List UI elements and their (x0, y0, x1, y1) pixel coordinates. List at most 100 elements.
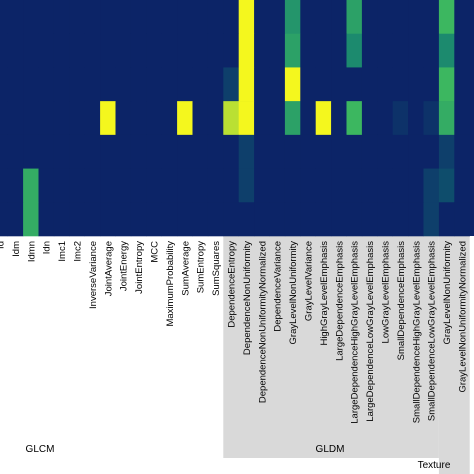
heatmap-cell (392, 202, 409, 237)
heatmap-cell (392, 67, 409, 102)
heatmap-cell (331, 67, 347, 102)
heatmap-cell (84, 202, 101, 237)
heatmap-cell (223, 134, 239, 169)
heatmap-cell (454, 134, 470, 169)
heatmap-cell (223, 202, 239, 237)
heatmap-cell (315, 67, 332, 102)
heatmap-cell (408, 134, 424, 169)
group-label-texture: Texture (418, 460, 451, 471)
heatmap-cell (392, 33, 409, 68)
heatmap-cell (207, 101, 224, 136)
heatmap-cell (23, 168, 39, 203)
heatmap-cell (146, 67, 162, 102)
heatmap-cell (423, 168, 440, 203)
heatmap-cell (192, 202, 209, 237)
heatmap-cell (454, 33, 470, 68)
column-tick-labels: Id Idm Idmn Idn Imc1 Imc2 InverseVariance Joint… (0, 241, 469, 424)
group-labels: GLCM GLDM Texture (26, 444, 451, 471)
column-tick-label: GrayLevelNonUniformityNormalized (458, 241, 469, 393)
heatmap-cell (300, 202, 316, 237)
heatmap-cell (207, 33, 224, 68)
heatmap-cell (23, 101, 39, 136)
heatmap-cell (38, 0, 55, 35)
heatmap-cell (146, 0, 162, 35)
heatmap-cell (130, 0, 147, 35)
heatmap-cell (7, 33, 24, 68)
heatmap-cell (53, 0, 70, 35)
heatmap-cell (84, 168, 101, 203)
heatmap-cell (269, 67, 286, 102)
heatmap-cell (69, 134, 85, 169)
column-tick-label: GrayLevelNonUniformity (288, 241, 299, 345)
heatmap-cell (377, 101, 393, 136)
heatmap-cell (438, 33, 455, 68)
heatmap-cell (408, 67, 424, 102)
heatmap-cell (192, 168, 209, 203)
heatmap-cell (69, 101, 85, 136)
heatmap-cell (100, 33, 116, 68)
heatmap-cell (161, 101, 178, 136)
heatmap-cell (192, 0, 209, 35)
heatmap-cell (161, 202, 178, 237)
heatmap-cell (115, 202, 132, 237)
heatmap-cell (315, 101, 332, 136)
heatmap-cell (361, 202, 378, 237)
heatmap-cell (130, 67, 147, 102)
column-tick-label: SmallDependenceHighGrayLevelEmphasis (411, 241, 422, 423)
heatmap-cell (146, 202, 162, 237)
column-tick-label: LowGrayLevelEmphasis (381, 241, 392, 344)
heatmap-cell (130, 202, 147, 237)
heatmap-cell (115, 33, 132, 68)
column-tick-label: SmallDependenceEmphasis (396, 241, 407, 361)
heatmap-cell (177, 168, 193, 203)
heatmap-cell (408, 202, 424, 237)
heatmap-cells (0, 0, 474, 237)
heatmap-cell (177, 134, 193, 169)
column-tick-label: LargeDependenceEmphasis (334, 241, 345, 361)
heatmap-cell (0, 0, 8, 35)
heatmap-cell (315, 0, 332, 35)
heatmap-cell (254, 101, 270, 136)
heatmap-cell (392, 101, 409, 136)
column-tick-label: DependenceEntropy (227, 241, 238, 328)
heatmap-cell (423, 202, 440, 237)
heatmap-cell (284, 202, 301, 237)
heatmap-cell (392, 168, 409, 203)
heatmap-cell (300, 33, 316, 68)
heatmap-cell (438, 101, 455, 136)
heatmap-cell (130, 134, 147, 169)
heatmap-cell (223, 101, 239, 136)
heatmap-cell (408, 101, 424, 136)
heatmap-cell (346, 101, 363, 136)
heatmap-cell (346, 202, 363, 237)
heatmap-cell (7, 67, 24, 102)
column-tick-label: LargeDependenceLowGrayLevelEmphasis (365, 241, 376, 422)
heatmap-cell (69, 33, 85, 68)
heatmap-cell (146, 134, 162, 169)
heatmap-cell (361, 101, 378, 136)
heatmap-cell (7, 0, 24, 35)
heatmap-cell (7, 168, 24, 203)
heatmap-cell (69, 67, 85, 102)
heatmap-cell (377, 134, 393, 169)
heatmap-cell (207, 168, 224, 203)
heatmap-cell (38, 67, 55, 102)
heatmap-cell (269, 33, 286, 68)
heatmap-cell (423, 101, 440, 136)
heatmap-cell (300, 134, 316, 169)
heatmap-cell (146, 33, 162, 68)
heatmap-cell (38, 202, 55, 237)
heatmap-cell (192, 33, 209, 68)
column-tick-label: DependenceVariance (273, 241, 284, 332)
heatmap-cell (377, 0, 393, 35)
heatmap-cell (346, 67, 363, 102)
heatmap-cell (361, 134, 378, 169)
heatmap-cell (177, 0, 193, 35)
heatmap-cell (423, 134, 440, 169)
heatmap-cell (0, 134, 8, 169)
column-tick-label: InverseVariance (88, 241, 99, 309)
heatmap-cell (423, 0, 440, 35)
heatmap-cell (361, 0, 378, 35)
heatmap-cell (100, 202, 116, 237)
heatmap-cell (408, 33, 424, 68)
